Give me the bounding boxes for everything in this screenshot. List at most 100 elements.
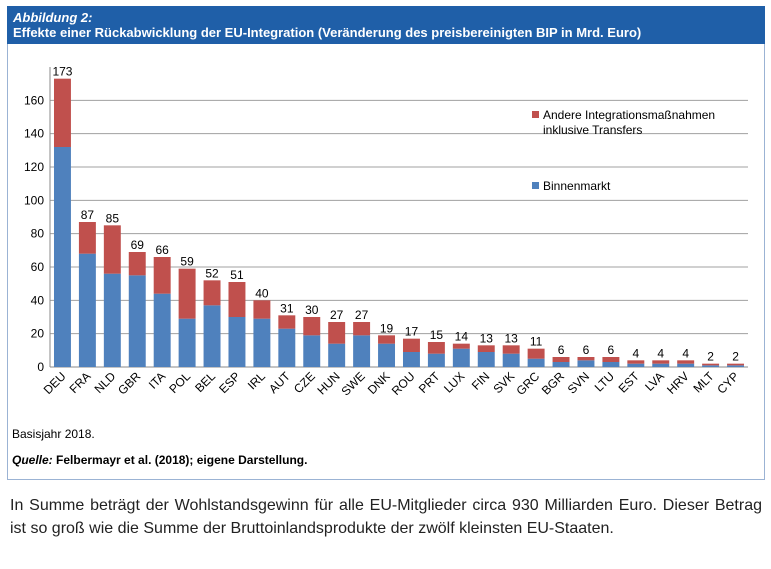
bar-segment-binnenmarkt — [378, 343, 396, 367]
x-tick-label: BGR — [539, 369, 568, 398]
bar-segment-binnenmarkt — [527, 358, 545, 367]
figure-frame — [7, 44, 765, 480]
bar-segment-binnenmarkt — [353, 335, 371, 367]
bar-segment-andere — [452, 343, 470, 349]
bar-total-label: 51 — [230, 268, 244, 282]
bar-segment-andere — [53, 78, 71, 147]
bar-segment-binnenmarkt — [128, 275, 146, 367]
bar-segment-andere — [727, 363, 745, 366]
body-paragraph: In Summe beträgt der Wohlstandsgewinn fü… — [10, 497, 762, 537]
bar-segment-binnenmarkt — [53, 147, 71, 367]
bar-total-label: 173 — [52, 65, 72, 79]
bar-total-label: 4 — [682, 346, 689, 360]
bar-segment-andere — [677, 360, 695, 364]
bar-segment-binnenmarkt — [602, 362, 620, 367]
bar-segment-andere — [402, 338, 420, 352]
x-tick-label: PRT — [416, 369, 443, 396]
bar-segment-andere — [702, 363, 720, 366]
bar-segment-andere — [178, 268, 196, 319]
bar-total-label: 14 — [455, 330, 469, 344]
bar-segment-andere — [627, 360, 645, 364]
x-tick-label: SVN — [565, 369, 592, 396]
y-tick-label: 20 — [31, 327, 45, 341]
x-tick-label: GBR — [115, 369, 144, 398]
bar-total-label: 30 — [305, 303, 319, 317]
bar-segment-binnenmarkt — [552, 362, 570, 367]
bar-total-label: 6 — [608, 343, 615, 357]
bar-segment-andere — [128, 252, 146, 276]
source-line: Quelle: Felbermayr et al. (2018); eigene… — [12, 453, 307, 467]
x-tick-label: FIN — [469, 369, 493, 393]
bar-segment-andere — [278, 315, 296, 329]
x-tick-label: HUN — [315, 369, 343, 397]
bar-total-label: 6 — [558, 343, 565, 357]
x-tick-label: POL — [166, 369, 193, 396]
bar-segment-binnenmarkt — [627, 363, 645, 367]
y-tick-label: 60 — [31, 260, 45, 274]
bar-total-label: 4 — [657, 346, 664, 360]
bar-total-label: 19 — [380, 321, 394, 335]
bar-segment-binnenmarkt — [153, 293, 171, 367]
bar-total-label: 17 — [405, 325, 419, 339]
bar-total-label: 6 — [583, 343, 590, 357]
x-tick-label: MLT — [690, 369, 717, 396]
bar-segment-binnenmarkt — [727, 365, 745, 367]
figure-header: Abbildung 2: Effekte einer Rückabwicklun… — [7, 6, 765, 44]
bar-segment-binnenmarkt — [477, 352, 495, 367]
bar-segment-andere — [303, 317, 321, 336]
bars — [53, 78, 745, 367]
bar-total-label: 85 — [106, 211, 120, 225]
legend-label: Binnenmarkt — [543, 179, 611, 193]
bar-segment-andere — [602, 357, 620, 362]
bar-segment-binnenmarkt — [502, 353, 520, 367]
x-tick-label: BEL — [192, 369, 218, 395]
bar-segment-andere — [652, 360, 670, 364]
legend-label: Andere Integrationsmaßnahmen — [543, 108, 715, 122]
bar-segment-andere — [203, 280, 221, 306]
bar-total-label: 15 — [430, 328, 444, 342]
bar-total-label: 31 — [280, 301, 294, 315]
x-tick-label: ESP — [216, 369, 243, 396]
bar-segment-binnenmarkt — [253, 318, 271, 367]
bar-total-label: 2 — [707, 350, 714, 364]
source-label: Quelle: — [12, 453, 53, 467]
y-tick-label: 0 — [37, 360, 44, 374]
bar-segment-binnenmarkt — [203, 305, 221, 367]
bar-total-label: 2 — [732, 350, 739, 364]
base-year-note: Basisjahr 2018. — [12, 427, 95, 441]
bar-total-label: 59 — [180, 255, 194, 269]
x-tick-label: EST — [616, 369, 643, 396]
bar-segment-andere — [427, 342, 445, 354]
bar-total-label: 11 — [530, 335, 543, 349]
bar-total-label: 52 — [205, 266, 219, 280]
bar-segment-binnenmarkt — [402, 352, 420, 367]
bar-segment-andere — [378, 335, 396, 344]
x-tick-label: GRC — [513, 369, 542, 398]
bar-segment-andere — [103, 225, 121, 274]
bar-segment-andere — [253, 300, 271, 319]
y-axis: 0 20 40 60 80 100 120 140 160 — [24, 67, 51, 374]
bar-segment-andere — [153, 257, 171, 294]
source-text: Felbermayr et al. (2018); eigene Darstel… — [52, 453, 308, 467]
bar-segment-binnenmarkt — [178, 318, 196, 367]
bar-total-label: 87 — [81, 208, 95, 222]
y-tick-label: 120 — [24, 160, 44, 174]
bar-segment-andere — [552, 357, 570, 362]
x-tick-label: SWE — [338, 369, 367, 398]
bar-segment-binnenmarkt — [677, 363, 695, 367]
bar-total-label: 66 — [155, 243, 169, 257]
x-tick-label: ROU — [389, 369, 418, 398]
bar-total-label: 13 — [480, 331, 494, 345]
x-tick-label: DEU — [41, 369, 69, 397]
legend-swatch — [532, 182, 539, 189]
x-tick-label: DNK — [365, 369, 393, 397]
bar-segment-binnenmarkt — [452, 348, 470, 367]
x-tick-label: LUX — [441, 369, 467, 395]
bar-total-label: 4 — [632, 346, 639, 360]
x-tick-label: LVA — [642, 369, 667, 394]
bar-segment-binnenmarkt — [427, 353, 445, 367]
figure-label: Abbildung 2: — [13, 10, 93, 25]
bar-total-label: 27 — [355, 308, 369, 322]
x-tick-label: IRL — [245, 369, 268, 392]
bar-segment-andere — [527, 348, 545, 359]
